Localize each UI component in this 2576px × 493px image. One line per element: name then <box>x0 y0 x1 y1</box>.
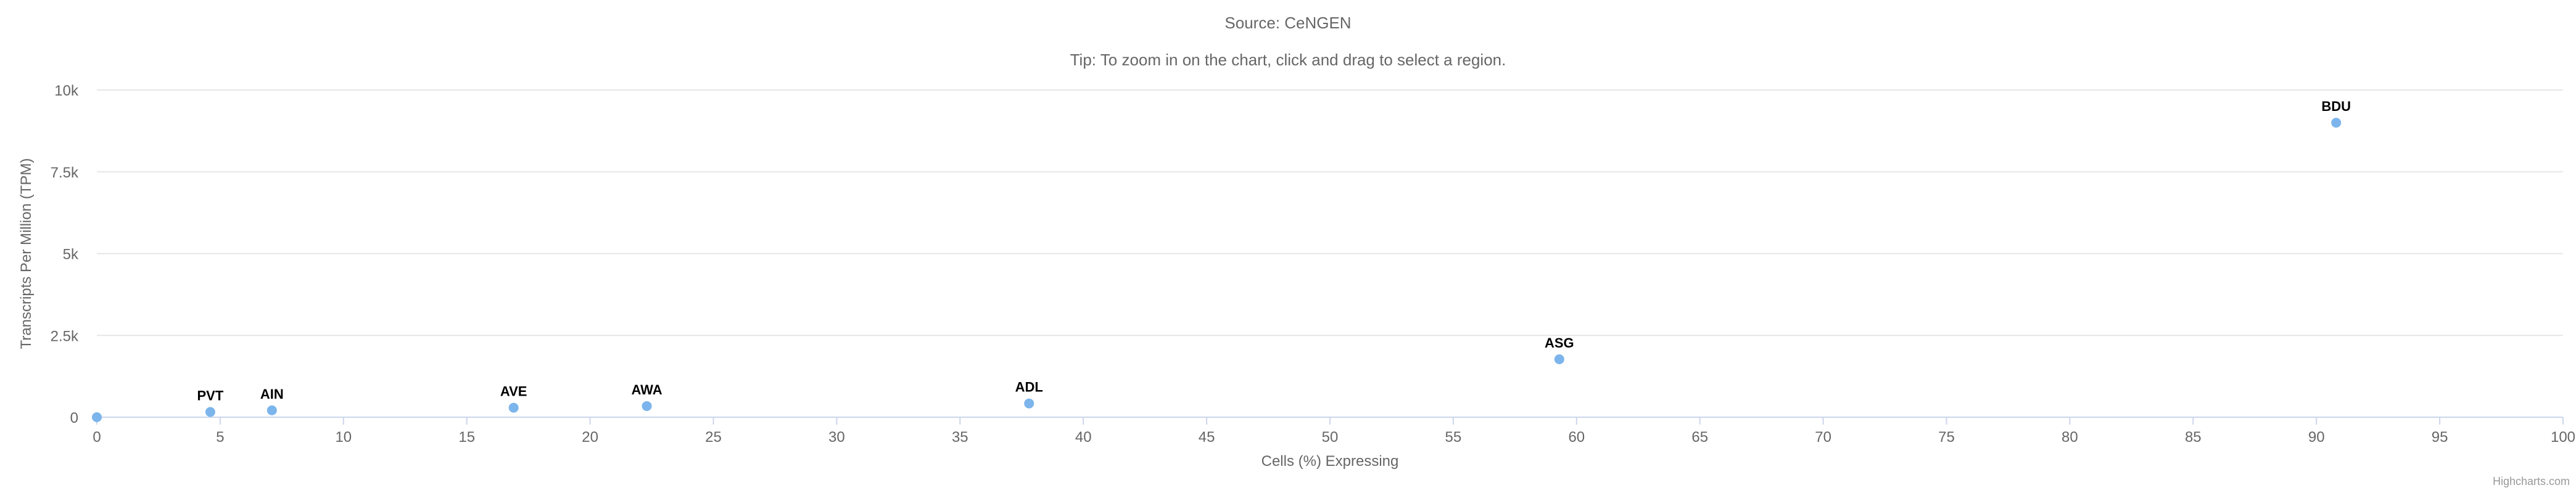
x-tick-label: 50 <box>1322 429 1339 446</box>
x-tick-label: 55 <box>1445 429 1462 446</box>
data-label: ADL <box>1015 380 1043 395</box>
y-tick-label: 7.5k <box>51 165 79 181</box>
x-tick-label: 80 <box>2062 429 2078 446</box>
x-axis-title: Cells (%) Expressing <box>1261 453 1399 470</box>
x-tick-label: 85 <box>2185 429 2202 446</box>
x-tick-label: 75 <box>1938 429 1955 446</box>
credits-link[interactable]: Highcharts.com <box>2492 475 2570 487</box>
data-label: AVE <box>500 384 527 399</box>
x-tick-label: 10 <box>335 429 352 446</box>
y-tick-label: 0 <box>70 410 78 426</box>
x-tick-label: 95 <box>2432 429 2448 446</box>
data-point <box>508 402 519 413</box>
x-tick-label: 70 <box>1815 429 1831 446</box>
data-label: PVT <box>197 388 224 404</box>
x-tick-label: 100 <box>2551 429 2575 446</box>
data-point <box>1554 354 1564 365</box>
data-point <box>2331 118 2342 128</box>
x-tick-label: 35 <box>952 429 968 446</box>
x-tick-label: 40 <box>1075 429 1092 446</box>
y-tick-label: 10k <box>54 83 79 99</box>
grid-lines <box>97 89 2563 336</box>
data-point <box>1024 398 1034 409</box>
data-label: BDU <box>2321 99 2351 114</box>
chart-subtitle-source: Source: CeNGEN <box>1224 14 1352 32</box>
x-tick-label: 45 <box>1199 429 1215 446</box>
x-tick-label: 0 <box>93 429 101 446</box>
data-label: AWA <box>631 382 662 397</box>
x-tick-label: 5 <box>216 429 224 446</box>
y-tick-label: 5k <box>63 246 79 263</box>
x-tick-label: 15 <box>458 429 475 446</box>
data-label: AIN <box>260 386 284 402</box>
x-tick-label: 20 <box>582 429 598 446</box>
x-tick-label: 30 <box>828 429 845 446</box>
data-point <box>266 405 277 415</box>
data-point <box>92 412 102 422</box>
x-tick-label: 90 <box>2308 429 2325 446</box>
x-tick-label: 65 <box>1691 429 1708 446</box>
y-tick-label: 2.5k <box>51 328 79 344</box>
data-point <box>642 401 652 411</box>
data-labels: PVT AIN AVE AWA ADL ASG BDU <box>196 97 2353 404</box>
chart-subtitle-tip: Tip: To zoom in on the chart, click and … <box>1070 51 1506 69</box>
data-point <box>205 407 215 417</box>
x-tick-label: 60 <box>1568 429 1585 446</box>
x-tick-label: 25 <box>705 429 722 446</box>
y-axis-title: Transcripts Per Million (TPM) <box>18 158 35 349</box>
data-label: ASG <box>1545 335 1574 351</box>
data-points <box>92 118 2342 422</box>
axes: 0 2.5k 5k 7.5k 10k 0 5 10 15 20 25 30 35 40 45 50 55 60 65… <box>51 83 2575 446</box>
